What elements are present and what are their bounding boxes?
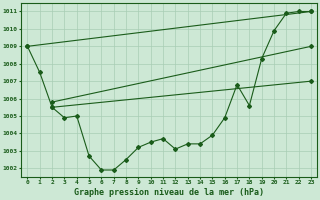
X-axis label: Graphe pression niveau de la mer (hPa): Graphe pression niveau de la mer (hPa) xyxy=(74,188,264,197)
